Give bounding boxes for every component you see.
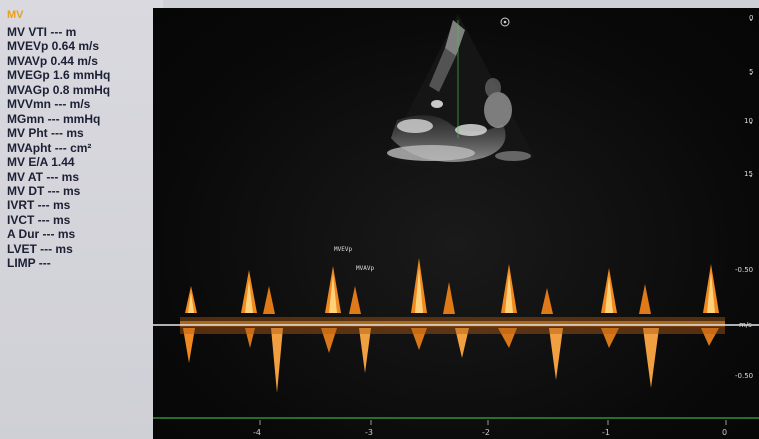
time-tick-label: -3 bbox=[365, 428, 373, 437]
time-tick-label: 0 bbox=[722, 428, 728, 437]
depth-tick-label: 10 bbox=[744, 117, 753, 125]
ultrasound-image-area[interactable]: 0 5 10 15 -0.50 m/s -0.50 MVEVp MVAVp -4… bbox=[153, 8, 759, 439]
measurement-item: IVCT --- ms bbox=[7, 212, 71, 227]
velocity-tick-label: -0.50 bbox=[735, 372, 754, 380]
measurement-item: MV DT --- ms bbox=[7, 183, 81, 198]
measurement-list: MV VTI --- m MVEVp 0.64 m/s MVAVp 0.44 m… bbox=[7, 25, 110, 271]
measurement-item: MV E/A 1.44 bbox=[7, 155, 75, 170]
measurement-item: MV AT --- ms bbox=[7, 169, 79, 184]
doppler-spectrum bbox=[153, 258, 759, 393]
time-ticks bbox=[259, 420, 727, 425]
measurement-item: LVET --- ms bbox=[7, 241, 73, 256]
measurement-item: MVAVp 0.44 m/s bbox=[7, 53, 98, 68]
velocity-tick-label: -0.50 bbox=[735, 266, 754, 274]
measurement-title: MV bbox=[7, 9, 24, 21]
measurement-item: MVAGp 0.8 mmHq bbox=[7, 82, 111, 97]
measurement-item: A Dur --- ms bbox=[7, 227, 76, 242]
time-tick-label: -2 bbox=[482, 428, 490, 437]
depth-tick-label: 0 bbox=[749, 14, 754, 22]
measurement-item: IVRT --- ms bbox=[7, 198, 71, 213]
measurement-item: MVVmn --- m/s bbox=[7, 97, 91, 112]
measurement-item: MGmn --- mmHq bbox=[7, 111, 101, 126]
depth-tick-label: 15 bbox=[744, 170, 753, 178]
depth-tick-label: 5 bbox=[749, 68, 754, 76]
measurement-item: MVApht --- cm² bbox=[7, 140, 92, 155]
peak-label-a: MVAVp bbox=[356, 265, 375, 272]
measurement-item: LIMP --- bbox=[7, 256, 51, 271]
measurement-item: MVEGp 1.6 mmHq bbox=[7, 68, 111, 83]
velocity-unit-label: m/s bbox=[739, 321, 752, 329]
time-tick-label: -1 bbox=[602, 428, 610, 437]
measurement-item: MV VTI --- m bbox=[7, 25, 77, 39]
time-tick-label: -4 bbox=[253, 428, 261, 437]
echo-sector bbox=[385, 14, 535, 171]
measurement-panel: MV MV VTI --- m MVEVp 0.64 m/s MVAVp 0.4… bbox=[0, 0, 163, 439]
top-strip bbox=[0, 0, 759, 8]
doppler-display bbox=[153, 14, 759, 425]
measurement-item: MVEVp 0.64 m/s bbox=[7, 39, 100, 54]
depth-scale-dots bbox=[750, 19, 752, 177]
peak-label-e: MVEVp bbox=[334, 246, 353, 253]
measurement-item: MV Pht --- ms bbox=[7, 126, 84, 141]
circle-marker-icon bbox=[500, 17, 510, 27]
